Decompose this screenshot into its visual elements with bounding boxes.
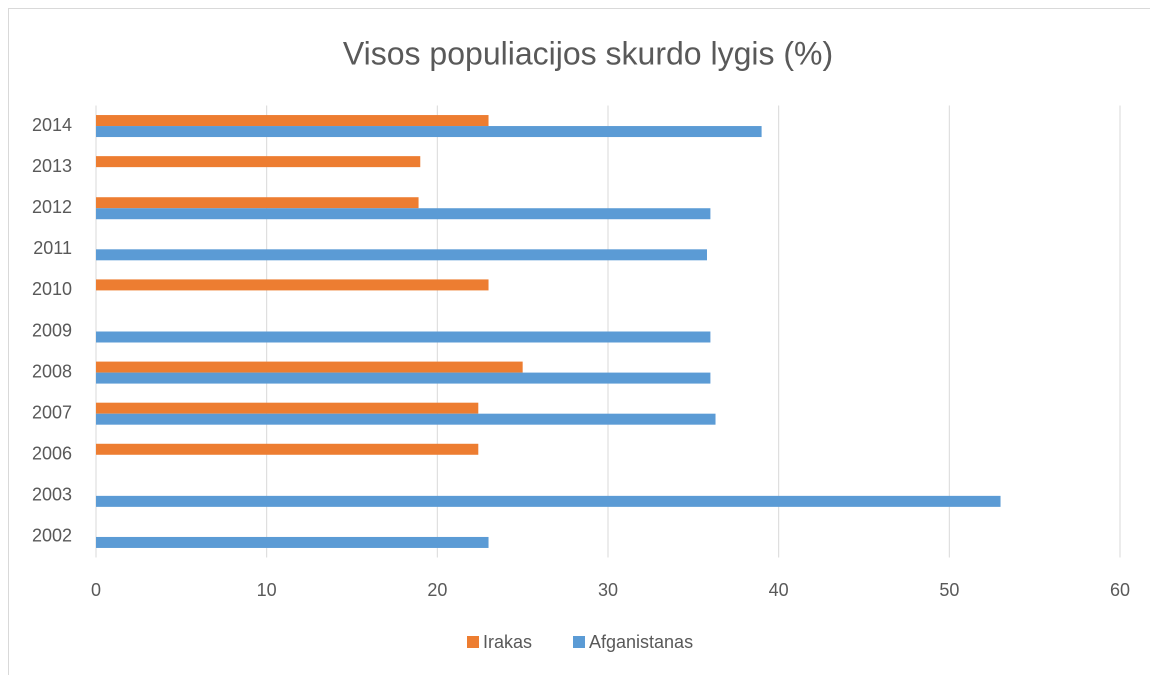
- chart-border: [8, 8, 1150, 675]
- x-tick-label: 30: [598, 580, 618, 600]
- x-tick-label: 10: [257, 580, 277, 600]
- chart-title: Visos populiacijos skurdo lygis (%): [343, 35, 833, 71]
- x-tick-label: 60: [1110, 580, 1130, 600]
- bar: [96, 115, 489, 127]
- x-tick-label: 0: [91, 580, 101, 600]
- bar: [96, 443, 479, 455]
- y-tick-label: 2011: [33, 238, 72, 258]
- y-tick-label: 2002: [32, 526, 72, 546]
- bar: [96, 361, 523, 373]
- x-tick-label: 20: [427, 580, 447, 600]
- bar: [96, 197, 419, 209]
- y-tick-label: 2006: [32, 444, 72, 464]
- bar: [96, 495, 1001, 507]
- y-tick-label: 2014: [32, 115, 72, 135]
- y-tick-label: 2007: [32, 402, 72, 422]
- bar: [96, 331, 711, 343]
- legend-swatch: [467, 636, 479, 648]
- legend-swatch: [573, 636, 585, 648]
- legend-label: Afganistanas: [589, 632, 693, 652]
- bar: [96, 536, 489, 548]
- bar: [96, 413, 716, 425]
- y-tick-label: 2008: [32, 361, 72, 381]
- y-tick-label: 2003: [32, 485, 72, 505]
- y-tick-label: 2009: [32, 320, 72, 340]
- y-tick-label: 2013: [32, 156, 72, 176]
- bar: [96, 279, 489, 291]
- bar: [96, 208, 711, 220]
- legend-label: Irakas: [483, 632, 532, 652]
- bar: [96, 249, 707, 261]
- y-tick-label: 2010: [32, 279, 72, 299]
- bar: [96, 126, 762, 138]
- x-tick-label: 50: [939, 580, 959, 600]
- bar: [96, 156, 421, 168]
- bar: [96, 372, 711, 384]
- y-tick-label: 2012: [32, 197, 72, 217]
- bar: [96, 402, 479, 414]
- x-tick-label: 40: [769, 580, 789, 600]
